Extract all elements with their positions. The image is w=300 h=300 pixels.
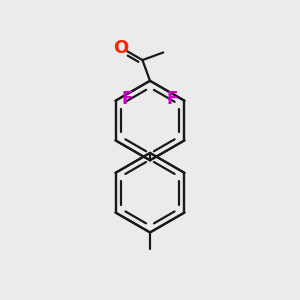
Text: O: O bbox=[113, 39, 128, 57]
Text: F: F bbox=[167, 90, 178, 108]
Text: F: F bbox=[122, 90, 133, 108]
